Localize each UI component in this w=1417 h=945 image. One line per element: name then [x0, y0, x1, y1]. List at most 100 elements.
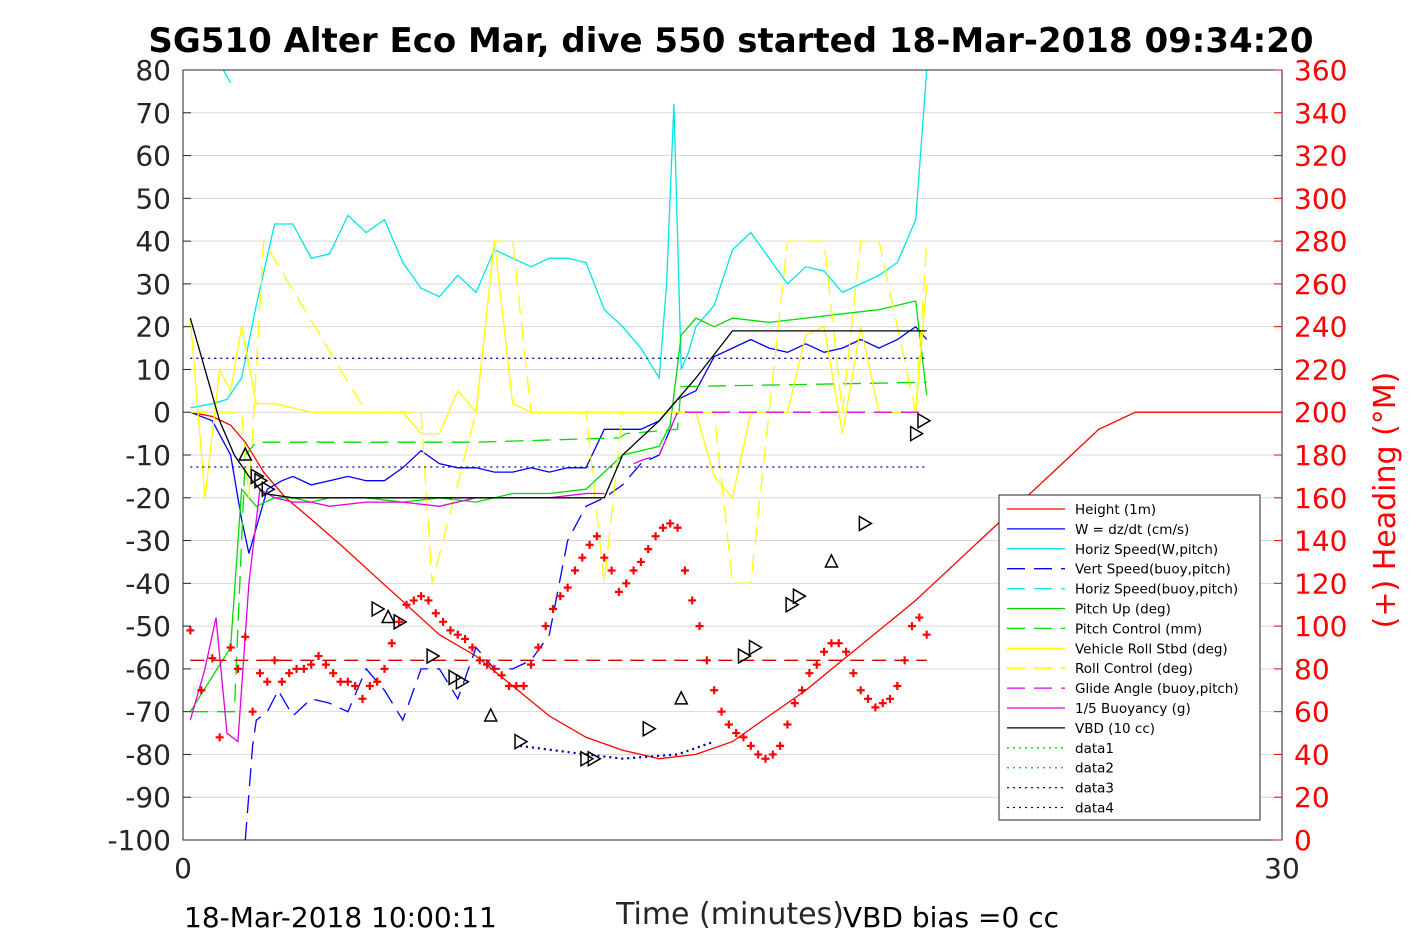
heading-point: [600, 553, 609, 562]
right-tick-label: 260: [1294, 268, 1347, 301]
legend-entry: Height (1m): [1075, 502, 1156, 518]
heading-point: [215, 733, 224, 742]
heading-point: [776, 741, 785, 750]
heading-point: [424, 596, 433, 605]
heading-point: [241, 632, 250, 641]
triangle-marker: [238, 446, 253, 461]
right-tick-label: 280: [1294, 225, 1347, 258]
heading-point: [358, 694, 367, 703]
y-tick-label: 30: [135, 268, 171, 301]
triangle-marker: [917, 412, 932, 430]
heading-point: [922, 630, 931, 639]
heading-point: [746, 741, 755, 750]
series-roll_ctl: [190, 238, 928, 584]
legend-entry: Pitch Control (mm): [1075, 621, 1202, 637]
heading-point: [570, 566, 579, 575]
triangle-marker: [642, 720, 657, 738]
heading-point: [761, 754, 770, 763]
heading-point: [483, 660, 492, 669]
heading-point: [409, 596, 418, 605]
heading-point: [636, 557, 645, 566]
triangle-marker: [514, 733, 529, 750]
legend-entry: Horiz Speed(W,pitch): [1075, 542, 1218, 558]
legend-entry: Vehicle Roll Stbd (deg): [1075, 641, 1228, 657]
legend-entry: Horiz Speed(buoy,pitch): [1075, 582, 1238, 598]
chart-title: SG510 Alter Eco Mar, dive 550 started 18…: [148, 21, 1313, 61]
heading-point: [512, 682, 521, 690]
heading-point: [849, 669, 858, 678]
heading-point: [842, 647, 851, 656]
triangle-marker: [455, 673, 470, 691]
y-tick-label: -30: [125, 525, 171, 558]
heading-point: [702, 656, 711, 665]
y-tick-label: -40: [125, 567, 171, 600]
triangle-marker: [673, 690, 689, 705]
y-tick-label: 70: [135, 97, 171, 130]
footer-vbd-bias: VBD bias =0 cc: [843, 901, 1059, 934]
legend-entry: Pitch Up (deg): [1075, 602, 1171, 618]
heading-point: [387, 639, 396, 648]
triangle-marker: [858, 515, 873, 532]
heading-point: [270, 656, 279, 665]
heading-point: [343, 677, 352, 686]
triangle-marker: [371, 600, 386, 618]
heading-point: [710, 686, 719, 695]
heading-point: [263, 677, 272, 686]
triangle-marker: [483, 707, 498, 722]
triangle-marker: [250, 468, 265, 485]
heading-point: [299, 664, 308, 673]
footer-timestamp: 18-Mar-2018 10:00:11: [184, 901, 497, 934]
heading-point: [475, 656, 484, 665]
heading-point: [607, 566, 616, 575]
heading-point: [622, 579, 631, 588]
heading-point: [614, 587, 623, 596]
y-tick-label: -80: [125, 738, 171, 771]
heading-point: [827, 639, 836, 648]
heading-point: [790, 699, 799, 708]
series-data3: [519, 740, 715, 760]
legend-entry: Glide Angle (buoy,pitch): [1075, 681, 1239, 697]
heading-point: [688, 596, 697, 605]
heading-point: [834, 639, 843, 648]
right-tick-label: 60: [1294, 696, 1330, 729]
heading-point: [490, 664, 499, 673]
heading-point: [380, 664, 389, 673]
heading-point: [417, 592, 426, 601]
heading-point: [592, 532, 601, 541]
heading-point: [812, 660, 821, 669]
plot-area: [186, 70, 1282, 840]
x-tick-label: 0: [174, 852, 192, 885]
heading-point: [695, 622, 704, 631]
right-tick-label: 300: [1294, 182, 1347, 215]
heading-point: [519, 682, 528, 690]
right-tick-label: 200: [1294, 396, 1347, 429]
right-tick-label: 100: [1294, 610, 1347, 643]
heading-point: [497, 671, 506, 680]
heading-point: [292, 664, 301, 673]
right-tick-label: 240: [1294, 311, 1347, 344]
heading-point: [534, 643, 543, 652]
legend-entry: Vert Speed(buoy,pitch): [1075, 562, 1231, 578]
right-axis-label: (+) Heading (°M): [1368, 372, 1403, 629]
x-axis-label: Time (minutes): [615, 897, 844, 932]
triangle-marker: [792, 587, 807, 605]
triangle-marker: [261, 480, 276, 498]
heading-point: [255, 669, 264, 678]
heading-point: [768, 750, 777, 759]
heading-point: [629, 566, 638, 575]
right-tick-label: 80: [1294, 653, 1330, 686]
heading-point: [893, 682, 902, 690]
axis-ticks: 80706050403020100-10-20-30-40-50-60-70-8…: [107, 54, 1347, 885]
series-horiz_buoy: [222, 70, 232, 84]
legend-entry: data3: [1075, 781, 1114, 797]
heading-point: [717, 707, 726, 716]
legend-entry: Roll Control (deg): [1075, 661, 1193, 677]
right-tick-label: 320: [1294, 140, 1347, 173]
right-tick-label: 160: [1294, 482, 1347, 515]
heading-point: [505, 682, 514, 690]
triangle-marker: [737, 647, 752, 665]
series-w: [190, 325, 928, 554]
heading-point: [248, 707, 257, 716]
y-tick-label: 80: [135, 54, 171, 87]
